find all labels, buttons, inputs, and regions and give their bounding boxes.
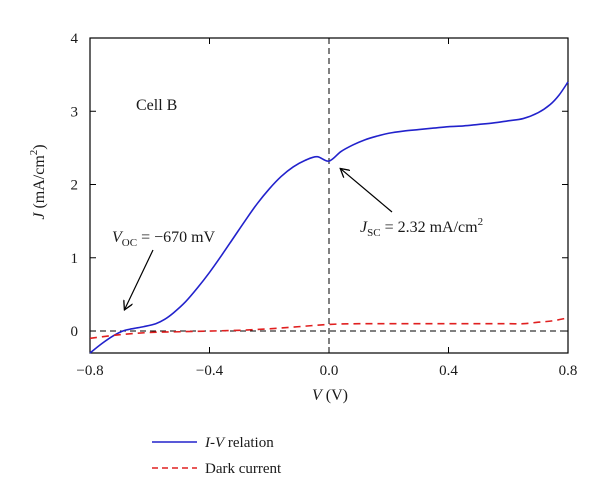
legend-label-dark: Dark current [205, 461, 282, 477]
jsc-text: = 2.32 mA/cm [381, 219, 479, 236]
voc-sub: OC [122, 237, 137, 249]
x-tick-label: 0.0 [320, 363, 339, 379]
legend-iv-italic: I-V [204, 435, 226, 451]
y-tick-label: 2 [71, 178, 79, 194]
x-tick-label: −0.8 [76, 363, 103, 379]
y-tick-label: 3 [71, 104, 79, 120]
x-tick-label: 0.8 [559, 363, 578, 379]
legend: I-V relation Dark current [152, 435, 282, 477]
jsc-arrow [341, 169, 393, 213]
jsc-annotation: JSC = 2.32 mA/cm2 [360, 216, 483, 239]
x-axis-label: V (V) [312, 387, 348, 404]
y-tick-label: 1 [71, 251, 79, 267]
y-axis-var: J [31, 212, 48, 220]
y-axis-close: ) [31, 144, 48, 149]
x-tick-label: 0.4 [439, 363, 458, 379]
series-line-iv-relation [89, 81, 569, 354]
voc-annotation: VOC = −670 mV [112, 229, 216, 249]
y-tick-label: 0 [71, 324, 79, 340]
legend-label-iv: I-V relation [204, 435, 274, 451]
jsc-var: J [360, 219, 368, 236]
legend-iv-rest: relation [224, 435, 274, 451]
x-axis-var: V [312, 387, 324, 404]
jsc-sub: SC [367, 227, 380, 239]
y-axis-sup: 2 [28, 150, 40, 156]
y-tick-label: 4 [71, 31, 79, 47]
y-axis-unit: (mA/cm [31, 155, 48, 209]
plot-frame [89, 37, 569, 354]
x-axis-unit: (V) [326, 387, 348, 404]
voc-text: = −670 mV [137, 229, 215, 246]
y-axis-label: J (mA/cm2) [28, 144, 48, 219]
x-tick-label: −0.4 [196, 363, 224, 379]
voc-arrow [125, 249, 154, 309]
series-line-dark-current [89, 317, 569, 340]
panel-label: Cell B [136, 97, 177, 114]
jsc-sup: 2 [478, 216, 484, 228]
voc-var: V [112, 229, 124, 246]
